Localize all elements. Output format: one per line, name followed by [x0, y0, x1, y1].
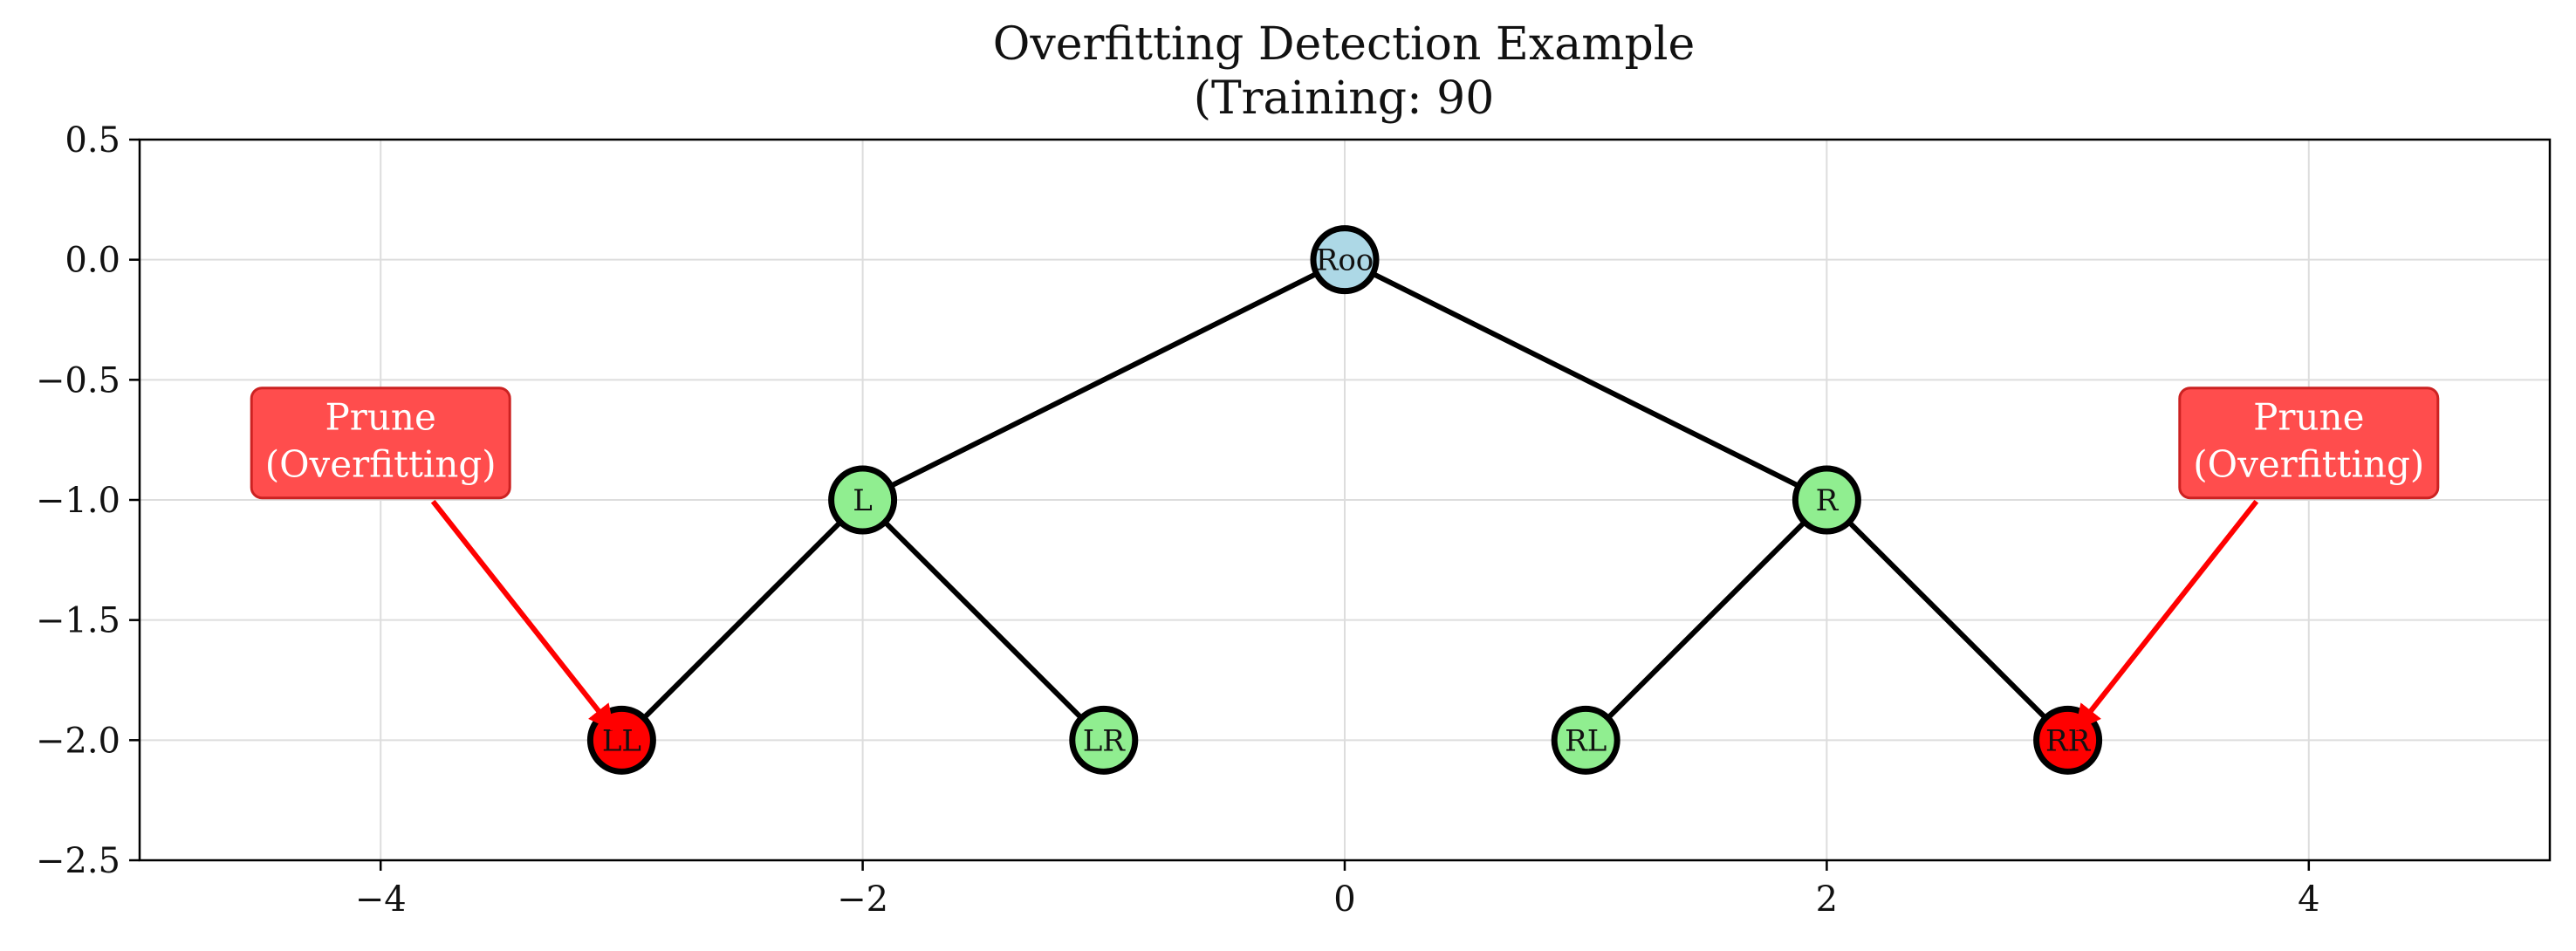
prune-text-0-1: (Overfitting) — [265, 443, 497, 486]
prune-arrow-0 — [430, 499, 615, 732]
node-label-LR: LR — [1083, 723, 1127, 758]
node-circle-LR — [1069, 705, 1139, 775]
x-tick-label-0: −4 — [355, 879, 407, 920]
prune-annotation-1: Prune(Overfitting) — [2074, 387, 2440, 732]
tree-node-LL: LL — [586, 705, 656, 775]
edge-root-R — [1342, 257, 1830, 503]
x-tick-label-3: 2 — [1816, 879, 1838, 920]
tree-node-L: L — [828, 465, 898, 535]
prune-text-0-0: Prune — [325, 396, 436, 439]
y-tick-label-4: −1.5 — [36, 601, 120, 641]
y-tick-label-1: 0.0 — [65, 241, 120, 281]
prune-annotation-0: Prune(Overfitting) — [250, 387, 615, 732]
title-line-1: Overfitting Detection Example — [993, 18, 1695, 71]
node-label-RR: RR — [2045, 723, 2092, 758]
edge-R-RR — [1824, 497, 2071, 743]
tree-node-RR: RR — [2033, 705, 2103, 775]
y-tick-label-3: −1.0 — [36, 481, 120, 521]
tick-labels: −4 −2 0 2 4 0.5 0.0 −0.5 −1.0 −1.5 −2.0 −2.5 — [36, 120, 2320, 920]
node-label-L: L — [853, 483, 873, 518]
tree-node-LR: LR — [1069, 705, 1139, 775]
x-tick-label-2: 0 — [1333, 879, 1355, 920]
tree-node-RL: RL — [1551, 705, 1620, 775]
y-tick-label-2: −0.5 — [36, 360, 120, 400]
node-circle-R — [1792, 465, 1861, 535]
edge-L-LL — [619, 497, 866, 743]
prune-box-1 — [2178, 387, 2440, 500]
chart-title: Overfitting Detection Example (Training:… — [993, 18, 1695, 125]
prune-box-0 — [250, 387, 511, 500]
edge-R-RL — [1583, 497, 1830, 743]
tree-node-R: R — [1792, 465, 1861, 535]
prune-arrow-1 — [2074, 499, 2259, 732]
node-circle-RL — [1551, 705, 1620, 775]
y-tick-label-6: −2.5 — [36, 841, 120, 881]
y-tick-label-0: 0.5 — [65, 120, 120, 161]
axes — [129, 138, 2552, 871]
node-circle-root — [1310, 225, 1380, 295]
tree-node-root: Roo — [1310, 225, 1380, 295]
node-label-R: R — [1816, 483, 1840, 518]
node-label-root: Roo — [1316, 243, 1374, 278]
title-line-2: (Training: 90 — [1194, 72, 1495, 125]
node-circle-L — [828, 465, 898, 535]
x-tick-label-1: −2 — [837, 879, 888, 920]
x-tick-label-4: 4 — [2298, 879, 2319, 920]
node-label-RL: RL — [1565, 723, 1607, 758]
edge-root-L — [860, 257, 1347, 503]
y-tick-label-5: −2.0 — [36, 721, 120, 761]
prune-annotations: Prune(Overfitting)Prune(Overfitting) — [250, 387, 2440, 732]
node-label-LL: LL — [602, 723, 641, 758]
prune-text-1-0: Prune — [2253, 396, 2364, 439]
tree-edges — [619, 257, 2071, 743]
prune-text-1-1: (Overfitting) — [2193, 443, 2424, 486]
edge-L-LR — [860, 497, 1106, 743]
